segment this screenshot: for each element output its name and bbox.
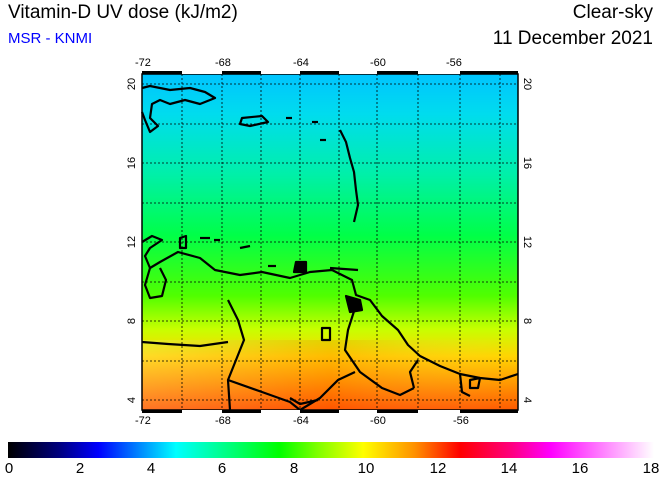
lon-tick-bottom: -56 xyxy=(453,415,469,427)
sky-mode-label: Clear-sky xyxy=(572,2,653,23)
lon-tick-bottom: -64 xyxy=(293,415,309,427)
lat-tick-left: 8 xyxy=(126,317,139,325)
lon-tick-bottom: -60 xyxy=(370,415,386,427)
map-title: Vitamin-D UV dose (kJ/m2) xyxy=(8,2,238,23)
colorbar-label: 12 xyxy=(429,460,447,477)
graticule xyxy=(142,74,518,410)
colorbar xyxy=(8,442,654,458)
lat-tick-right: 8 xyxy=(521,317,534,325)
map-frame xyxy=(141,71,519,413)
colorbar-label: 0 xyxy=(4,460,14,477)
lat-tick-right: 20 xyxy=(521,77,534,91)
lat-tick-right: 16 xyxy=(521,156,534,170)
lat-tick-left: 4 xyxy=(126,396,139,404)
lon-tick-top: -72 xyxy=(135,57,151,69)
colorbar-label: 16 xyxy=(571,460,589,477)
colorbar-label: 18 xyxy=(642,460,660,477)
lat-tick-right: 12 xyxy=(521,235,534,249)
source-label: MSR - KNMI xyxy=(8,30,93,47)
lon-tick-top: -56 xyxy=(446,57,462,69)
coastlines xyxy=(140,84,519,411)
lon-tick-bottom: -68 xyxy=(215,415,231,427)
colorbar-label: 10 xyxy=(357,460,375,477)
lat-tick-left: 12 xyxy=(126,235,139,249)
date-label: 11 December 2021 xyxy=(492,28,653,49)
colorbar-label: 14 xyxy=(500,460,518,477)
colorbar-label: 6 xyxy=(217,460,227,477)
colorbar-label: 2 xyxy=(75,460,85,477)
lon-tick-top: -68 xyxy=(215,57,231,69)
lon-tick-bottom: -72 xyxy=(135,415,151,427)
lat-tick-left: 20 xyxy=(126,77,139,91)
lon-tick-top: -60 xyxy=(370,57,386,69)
colorbar-label: 8 xyxy=(289,460,299,477)
lat-tick-right: 4 xyxy=(521,396,534,404)
lat-tick-left: 16 xyxy=(126,156,139,170)
colorbar-label: 4 xyxy=(146,460,156,477)
lon-tick-top: -64 xyxy=(293,57,309,69)
